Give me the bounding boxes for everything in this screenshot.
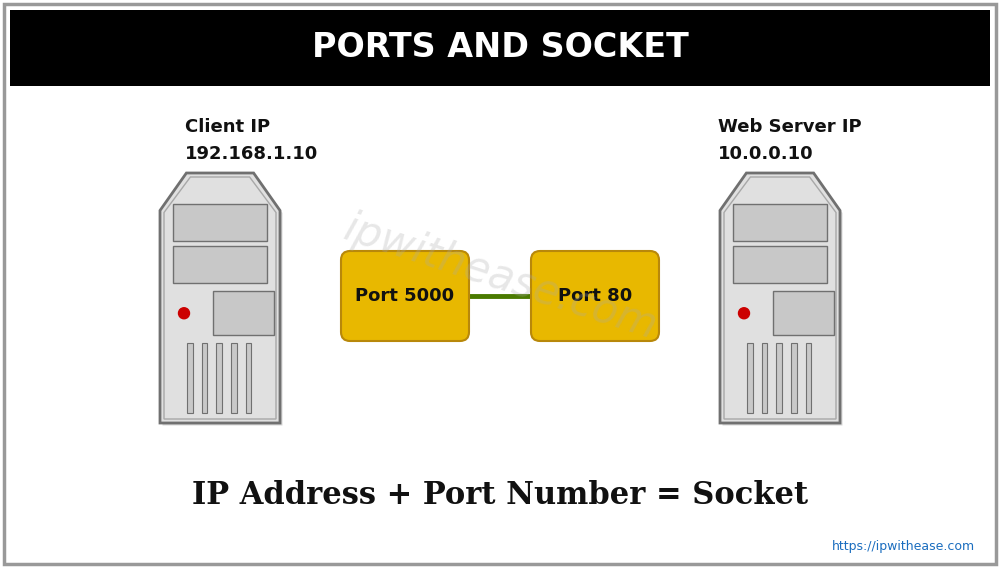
FancyBboxPatch shape — [733, 246, 827, 283]
FancyBboxPatch shape — [531, 251, 659, 341]
Polygon shape — [722, 176, 843, 425]
FancyBboxPatch shape — [10, 10, 990, 86]
Text: 192.168.1.10: 192.168.1.10 — [185, 145, 318, 163]
Polygon shape — [806, 343, 811, 413]
Circle shape — [178, 308, 190, 319]
FancyBboxPatch shape — [173, 246, 267, 283]
FancyBboxPatch shape — [733, 204, 827, 241]
Polygon shape — [776, 343, 782, 413]
Text: https://ipwithease.com: https://ipwithease.com — [832, 540, 975, 553]
FancyBboxPatch shape — [213, 291, 274, 335]
Text: ipwithease.com: ipwithease.com — [338, 207, 662, 349]
Polygon shape — [720, 173, 840, 423]
Text: PORTS AND SOCKET: PORTS AND SOCKET — [312, 31, 688, 65]
FancyBboxPatch shape — [773, 291, 834, 335]
Text: 10.0.0.10: 10.0.0.10 — [718, 145, 814, 163]
Polygon shape — [187, 343, 192, 413]
Polygon shape — [246, 343, 251, 413]
Polygon shape — [231, 343, 237, 413]
Text: Port 80: Port 80 — [558, 287, 632, 305]
Text: Web Server IP: Web Server IP — [718, 118, 862, 136]
FancyBboxPatch shape — [4, 4, 996, 564]
Text: IP Address + Port Number = Socket: IP Address + Port Number = Socket — [192, 481, 808, 512]
Polygon shape — [791, 343, 796, 413]
Polygon shape — [747, 343, 753, 413]
Polygon shape — [162, 176, 283, 425]
Text: Client IP: Client IP — [185, 118, 270, 136]
Polygon shape — [202, 343, 207, 413]
Polygon shape — [762, 343, 767, 413]
FancyBboxPatch shape — [173, 204, 267, 241]
Circle shape — [738, 308, 750, 319]
Polygon shape — [216, 343, 222, 413]
FancyBboxPatch shape — [341, 251, 469, 341]
Polygon shape — [160, 173, 280, 423]
Text: Port 5000: Port 5000 — [355, 287, 455, 305]
